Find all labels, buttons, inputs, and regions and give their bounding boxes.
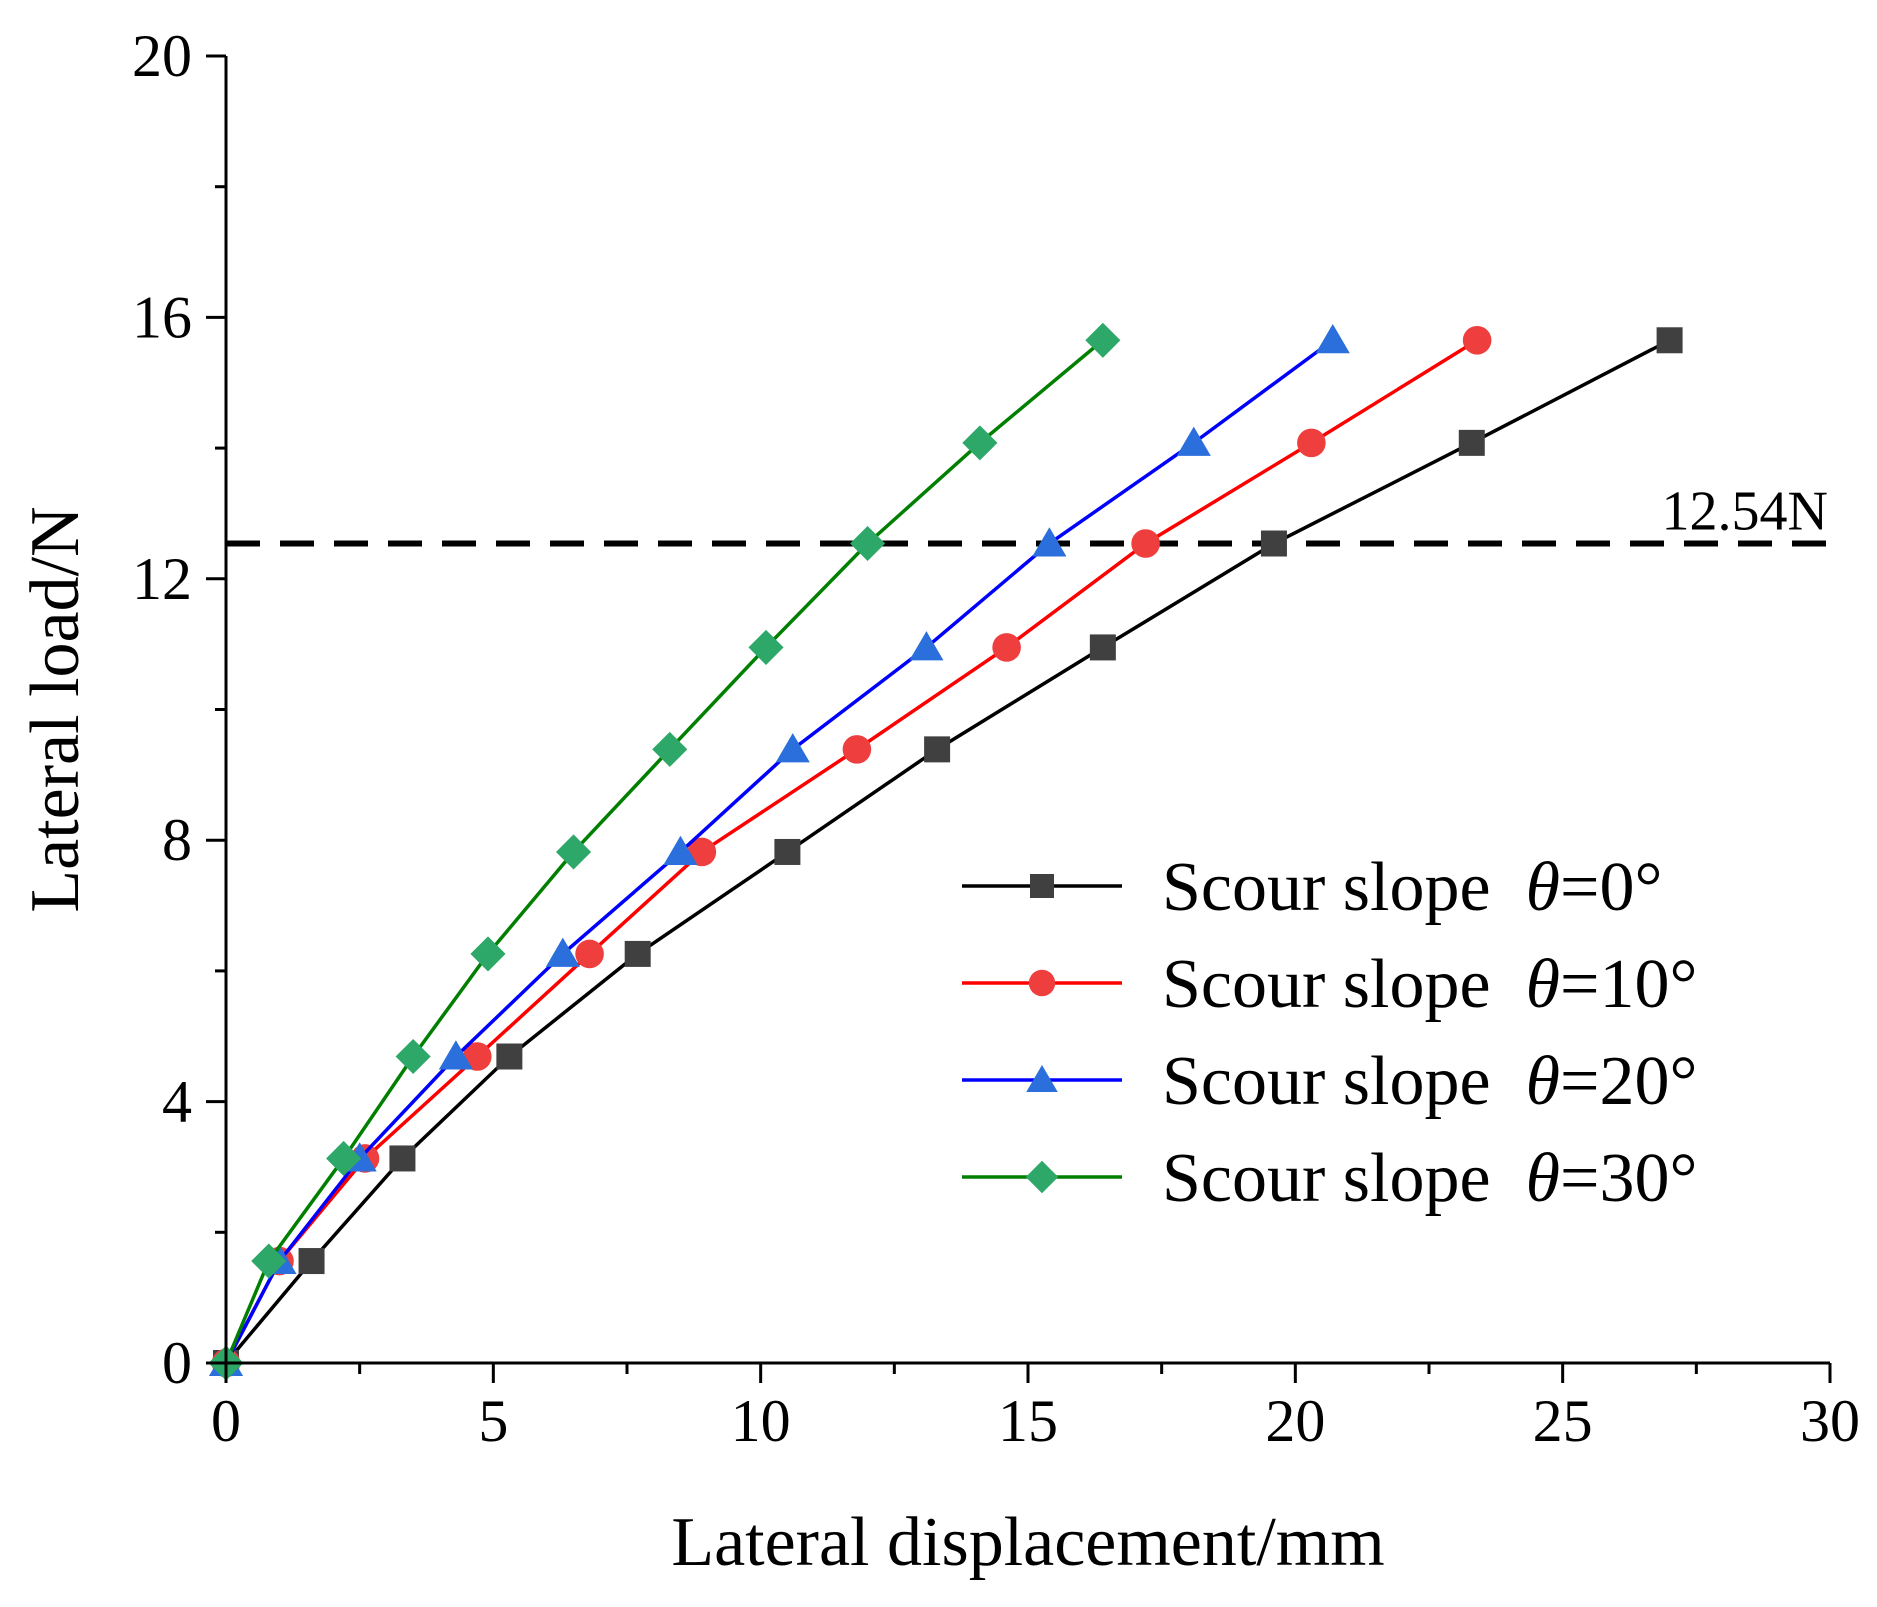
data-point bbox=[395, 1038, 431, 1075]
data-point bbox=[909, 631, 944, 661]
y-tick-label: 8 bbox=[162, 807, 192, 873]
data-point bbox=[842, 735, 872, 764]
data-point bbox=[1176, 426, 1211, 456]
legend-label: Scour slope θ=20° bbox=[1162, 1043, 1697, 1120]
y-axis-title: Lateral load/N bbox=[17, 506, 94, 912]
legend-item-0: Scour slope θ=0° bbox=[962, 849, 1662, 926]
legend-label-prefix: Scour slope bbox=[1162, 946, 1526, 1023]
data-point bbox=[575, 939, 604, 969]
x-tick-label: 30 bbox=[1800, 1388, 1860, 1454]
data-point bbox=[992, 633, 1021, 662]
legend-label-prefix: Scour slope bbox=[1162, 1043, 1526, 1120]
x-tick-label: 25 bbox=[1533, 1388, 1593, 1454]
series-2 bbox=[208, 324, 1350, 1376]
data-point bbox=[774, 838, 801, 865]
legend-item-3: Scour slope θ=30° bbox=[962, 1140, 1697, 1217]
y-tick-label: 20 bbox=[132, 23, 192, 89]
data-point bbox=[1085, 322, 1121, 358]
reference-line-label: 12.54N bbox=[1662, 481, 1828, 543]
legend-swatch-marker bbox=[1026, 1065, 1058, 1092]
legend-label: Scour slope θ=0° bbox=[1162, 849, 1662, 926]
data-point bbox=[389, 1145, 416, 1172]
y-tick-label: 4 bbox=[162, 1069, 192, 1135]
legend-swatch-marker bbox=[1025, 1160, 1059, 1194]
x-axis-title: Lateral displacement/mm bbox=[671, 1504, 1384, 1581]
data-point bbox=[1089, 634, 1116, 661]
y-tick-label: 16 bbox=[132, 284, 192, 350]
data-point bbox=[687, 837, 717, 867]
data-point bbox=[1315, 324, 1350, 354]
data-point bbox=[545, 937, 580, 967]
data-point bbox=[748, 629, 784, 665]
data-point bbox=[298, 1248, 325, 1275]
legend-label-prefix: Scour slope bbox=[1162, 1140, 1526, 1217]
legend-item-2: Scour slope θ=20° bbox=[962, 1043, 1697, 1120]
axes-group: 0 5 10 15 20 25 30 0 4 8 12 16 20 bbox=[132, 23, 1860, 1454]
legend-label-symbol: θ bbox=[1526, 1043, 1560, 1120]
x-tick-label: 20 bbox=[1265, 1388, 1325, 1454]
data-point bbox=[850, 525, 886, 562]
legend-label-suffix: =10° bbox=[1560, 946, 1697, 1023]
legend-swatch-marker bbox=[1030, 874, 1054, 898]
data-point bbox=[663, 835, 698, 865]
data-point bbox=[1458, 429, 1485, 456]
y-tick-label: 0 bbox=[162, 1330, 192, 1396]
data-point bbox=[924, 736, 951, 763]
data-point bbox=[624, 940, 651, 967]
data-point bbox=[555, 834, 592, 870]
data-point bbox=[652, 731, 688, 767]
x-tick-label: 15 bbox=[998, 1388, 1058, 1454]
data-point bbox=[1260, 530, 1287, 557]
data-point bbox=[1462, 325, 1492, 355]
legend-label-symbol: θ bbox=[1526, 849, 1560, 926]
legend-label-symbol: θ bbox=[1526, 946, 1560, 1023]
legend: Scour slope θ=0°Scour slope θ=10°Scour s… bbox=[962, 849, 1697, 1217]
legend-label: Scour slope θ=10° bbox=[1162, 946, 1697, 1023]
data-point bbox=[1131, 529, 1160, 558]
legend-item-1: Scour slope θ=10° bbox=[962, 946, 1697, 1023]
legend-label-symbol: θ bbox=[1526, 1140, 1560, 1217]
y-tick-label: 12 bbox=[132, 546, 192, 612]
data-point bbox=[251, 1243, 287, 1279]
legend-label-suffix: =30° bbox=[1560, 1140, 1697, 1217]
series-group bbox=[208, 322, 1683, 1381]
legend-label-prefix: Scour slope bbox=[1162, 849, 1526, 926]
legend-label: Scour slope θ=30° bbox=[1162, 1140, 1697, 1217]
data-point bbox=[962, 425, 998, 461]
data-point bbox=[1032, 527, 1067, 557]
legend-label-suffix: =0° bbox=[1560, 849, 1662, 926]
x-tick-label: 0 bbox=[211, 1388, 241, 1454]
data-point bbox=[462, 1042, 492, 1071]
legend-swatch-marker bbox=[1028, 969, 1056, 997]
data-point bbox=[326, 1140, 362, 1177]
data-point bbox=[775, 733, 810, 763]
data-point bbox=[1656, 327, 1683, 354]
legend-label-suffix: =20° bbox=[1560, 1043, 1697, 1120]
data-point bbox=[470, 936, 506, 972]
x-tick-label: 5 bbox=[478, 1388, 508, 1454]
data-point bbox=[1297, 428, 1326, 458]
series-3 bbox=[208, 322, 1121, 1381]
x-tick-label: 10 bbox=[731, 1388, 791, 1454]
data-point bbox=[438, 1040, 473, 1070]
data-point bbox=[496, 1043, 523, 1070]
